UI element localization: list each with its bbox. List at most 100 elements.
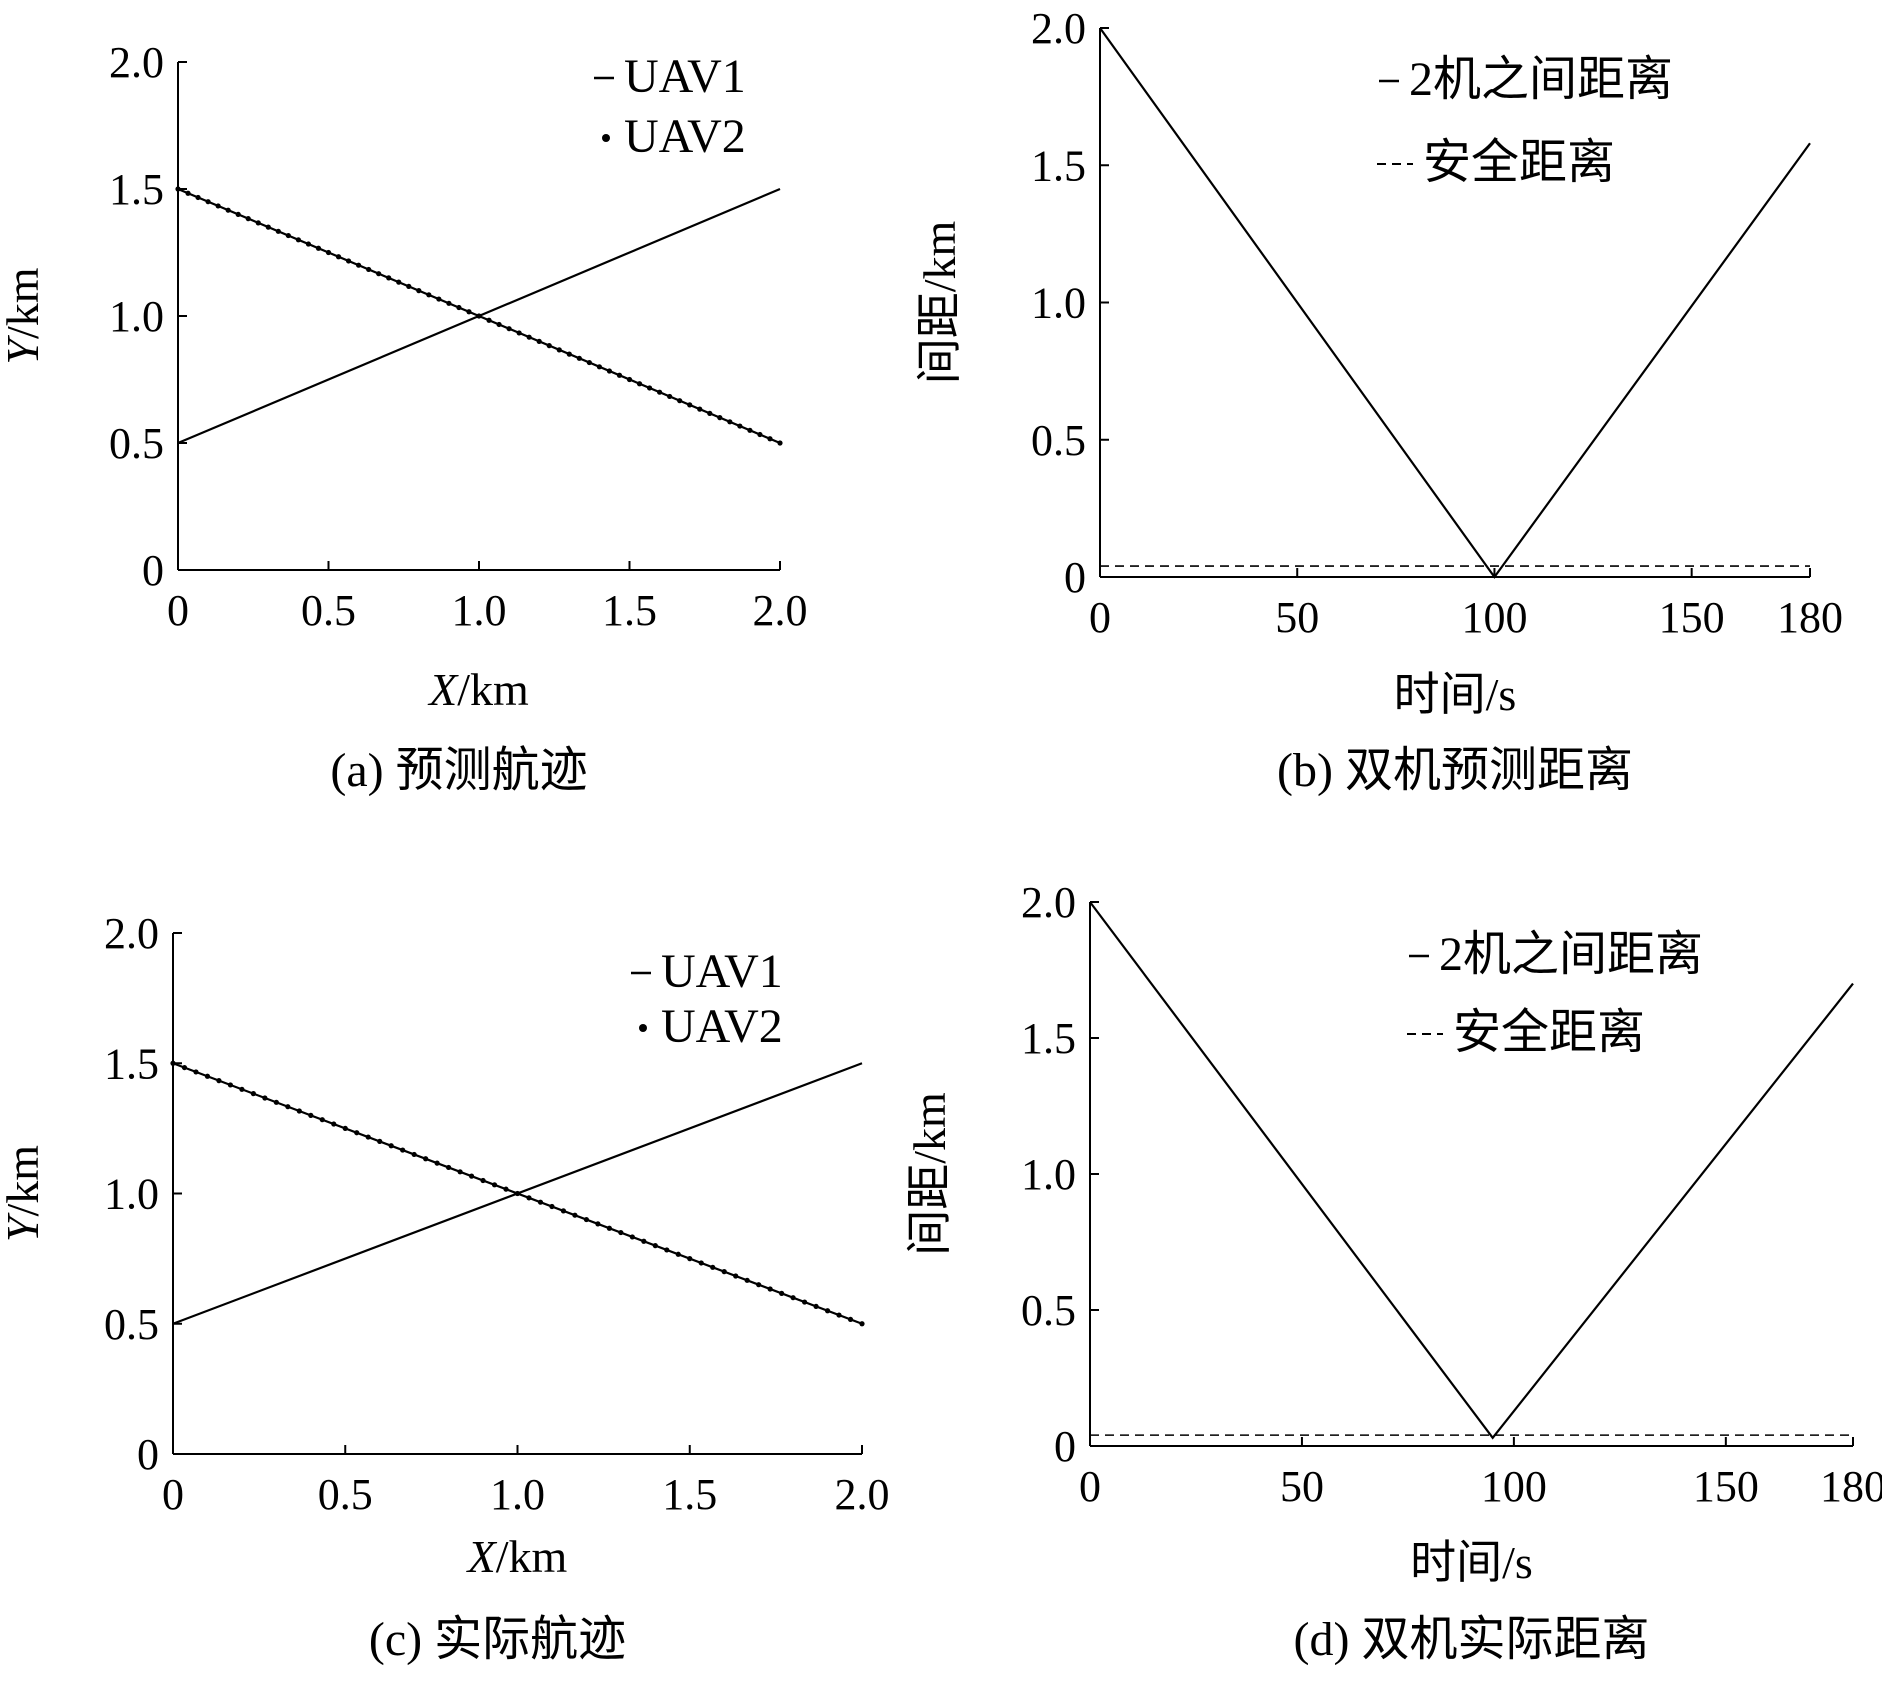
- series-line-0: [1099, 27, 1811, 579]
- series-point: [216, 1078, 222, 1084]
- series-point: [406, 283, 412, 289]
- y-tick-label: 0: [1064, 553, 1086, 602]
- caption: (d) 双机实际距离: [1294, 1613, 1650, 1666]
- series-point: [606, 368, 613, 374]
- series-point: [400, 1147, 406, 1153]
- y-tick-label: 0: [1054, 1422, 1076, 1471]
- series-point: [657, 389, 663, 395]
- series-point: [626, 376, 633, 383]
- series-point: [537, 1199, 544, 1205]
- series-point: [836, 1312, 842, 1318]
- series-point: [566, 351, 572, 357]
- series-point: [847, 1316, 854, 1323]
- y-tick-label: 1.5: [104, 1039, 159, 1088]
- x-tick-label: 1.5: [662, 1470, 717, 1519]
- series-point: [434, 1160, 440, 1166]
- series-point: [503, 1186, 509, 1192]
- legend-label: 2机之间距离: [1409, 53, 1673, 106]
- series-point: [245, 216, 251, 222]
- legend-label: UAV2: [661, 1000, 783, 1053]
- series-point: [356, 262, 362, 268]
- x-axis-label-unit: /km: [496, 1531, 568, 1582]
- series-point: [239, 1086, 245, 1092]
- series-point: [466, 309, 472, 315]
- series-point: [335, 254, 342, 260]
- series-point: [596, 364, 603, 370]
- series-point: [677, 398, 683, 404]
- series-point: [560, 1208, 567, 1214]
- legend-label: UAV1: [624, 50, 746, 103]
- series-point: [250, 1091, 256, 1097]
- series-point: [345, 258, 352, 264]
- series-point: [366, 266, 372, 273]
- series-point: [275, 228, 281, 234]
- series-point: [446, 1164, 452, 1171]
- x-tick-label: 1.0: [452, 586, 507, 635]
- series-point: [583, 1216, 590, 1223]
- x-tick-label: 180: [1777, 593, 1843, 642]
- series-point: [506, 326, 512, 332]
- y-tick-label: 2.0: [109, 38, 164, 87]
- y-tick-label: 0.5: [1021, 1286, 1076, 1335]
- series-point: [446, 300, 452, 306]
- series-point: [480, 1177, 486, 1184]
- series-point: [491, 1182, 498, 1188]
- legend-label: UAV1: [661, 945, 783, 998]
- x-tick-label: 2.0: [835, 1470, 890, 1519]
- series-point: [170, 1060, 176, 1066]
- series-point: [342, 1125, 348, 1131]
- legend-label: 2机之间距离: [1439, 928, 1703, 981]
- series-point: [486, 317, 492, 323]
- x-axis-label: X/km: [427, 664, 529, 715]
- y-tick-label: 1.0: [1021, 1150, 1076, 1199]
- legend-label: 安全距离: [1423, 136, 1615, 189]
- x-axis-label-unit: /km: [457, 664, 529, 715]
- series-point: [549, 1203, 555, 1210]
- series-point: [436, 296, 442, 302]
- series-point: [779, 1290, 785, 1296]
- y-tick-label: 0.5: [104, 1300, 159, 1349]
- series-point: [667, 393, 673, 400]
- series-point: [737, 423, 743, 429]
- series-point: [646, 385, 653, 391]
- series-point: [225, 207, 231, 213]
- series-point: [727, 419, 733, 425]
- y-tick-label: 1.0: [109, 292, 164, 341]
- x-tick-label: 150: [1659, 593, 1725, 642]
- series-point: [388, 1143, 394, 1149]
- x-axis-label-var: X: [466, 1531, 498, 1582]
- series-point: [377, 1138, 383, 1144]
- series-point: [354, 1130, 360, 1136]
- x-tick-label: 0: [167, 586, 189, 635]
- y-tick-label: 1.0: [104, 1170, 159, 1219]
- series-point: [325, 249, 332, 256]
- series-point: [285, 232, 291, 239]
- series-point: [767, 436, 773, 442]
- series-point: [456, 304, 462, 311]
- series-point: [687, 1256, 693, 1262]
- series-point: [416, 288, 422, 294]
- caption: (c) 实际航迹: [369, 1613, 626, 1666]
- x-tick-label: 0.5: [318, 1470, 373, 1519]
- series-point: [526, 334, 532, 340]
- series-point: [707, 410, 713, 416]
- series-point: [606, 1225, 612, 1231]
- caption: (b) 双机预测距离: [1277, 744, 1633, 797]
- series-point: [476, 313, 482, 319]
- series-point: [546, 343, 552, 349]
- chart-a: 0 0.5 1.0 1.5 2.000.51.01.52.0X/kmY/km(a) 预测…: [0, 38, 808, 797]
- y-axis-label-var: Y: [0, 335, 48, 365]
- y-tick-label: 1.5: [1031, 141, 1086, 190]
- series-point: [496, 321, 502, 328]
- y-axis-label: 间距/km: [914, 221, 965, 385]
- x-tick-label: 1.0: [490, 1470, 545, 1519]
- series-point: [556, 347, 562, 353]
- y-tick-label: 0: [142, 546, 164, 595]
- series-point: [664, 1247, 670, 1253]
- series-point: [285, 1104, 291, 1110]
- series-point: [262, 1095, 268, 1101]
- x-tick-label: 0: [162, 1470, 184, 1519]
- series-point: [295, 237, 301, 243]
- series-point: [652, 1243, 658, 1249]
- series-point: [195, 194, 201, 201]
